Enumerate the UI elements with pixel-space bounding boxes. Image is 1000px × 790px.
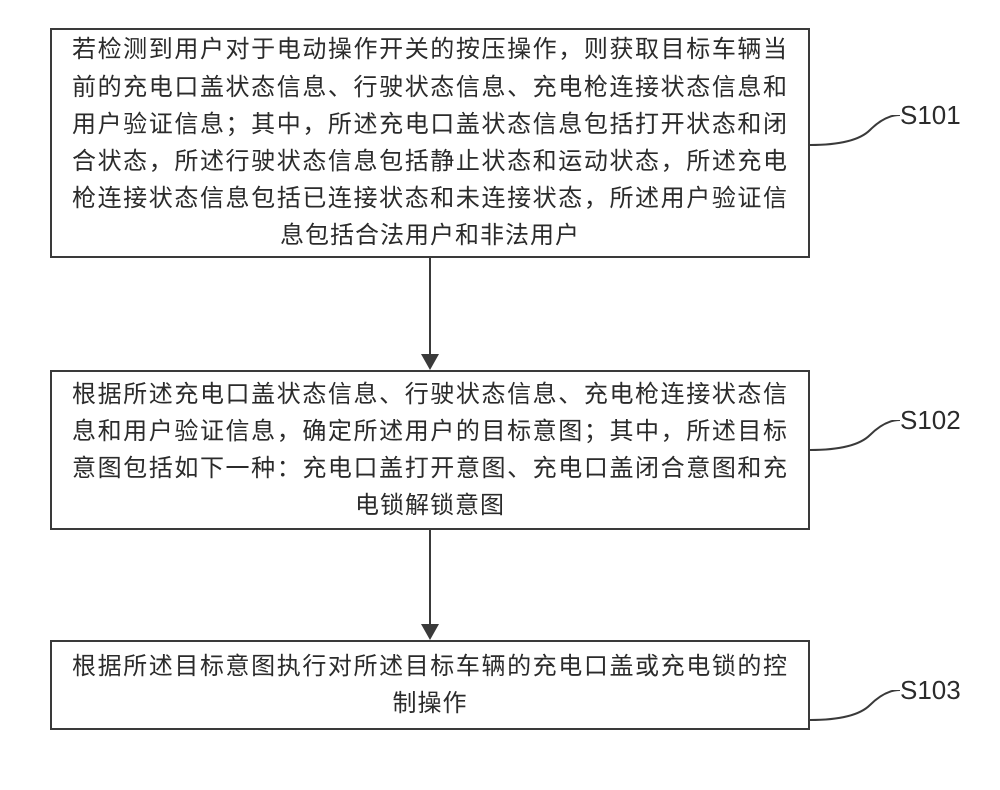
flow-step-s103-text: 根据所述目标意图执行对所述目标车辆的充电口盖或充电锁的控制操作 [72, 648, 788, 722]
flow-step-s101-text: 若检测到用户对于电动操作开关的按压操作，则获取目标车辆当前的充电口盖状态信息、行… [72, 31, 788, 254]
flowchart-canvas: 若检测到用户对于电动操作开关的按压操作，则获取目标车辆当前的充电口盖状态信息、行… [0, 0, 1000, 790]
step-label-s103: S103 [900, 675, 961, 706]
flow-step-s101: 若检测到用户对于电动操作开关的按压操作，则获取目标车辆当前的充电口盖状态信息、行… [50, 28, 810, 258]
arrow-s101-s102-head [421, 354, 439, 370]
step-label-s102: S102 [900, 405, 961, 436]
arrow-s102-s103-line [429, 530, 431, 624]
arrow-s102-s103-head [421, 624, 439, 640]
leader-line-s101 [810, 115, 900, 155]
flow-step-s102: 根据所述充电口盖状态信息、行驶状态信息、充电枪连接状态信息和用户验证信息，确定所… [50, 370, 810, 530]
flow-step-s103: 根据所述目标意图执行对所述目标车辆的充电口盖或充电锁的控制操作 [50, 640, 810, 730]
flow-step-s102-text: 根据所述充电口盖状态信息、行驶状态信息、充电枪连接状态信息和用户验证信息，确定所… [72, 376, 788, 525]
step-label-s101: S101 [900, 100, 961, 131]
leader-line-s103 [810, 690, 900, 730]
arrow-s101-s102-line [429, 258, 431, 354]
leader-line-s102 [810, 420, 900, 460]
